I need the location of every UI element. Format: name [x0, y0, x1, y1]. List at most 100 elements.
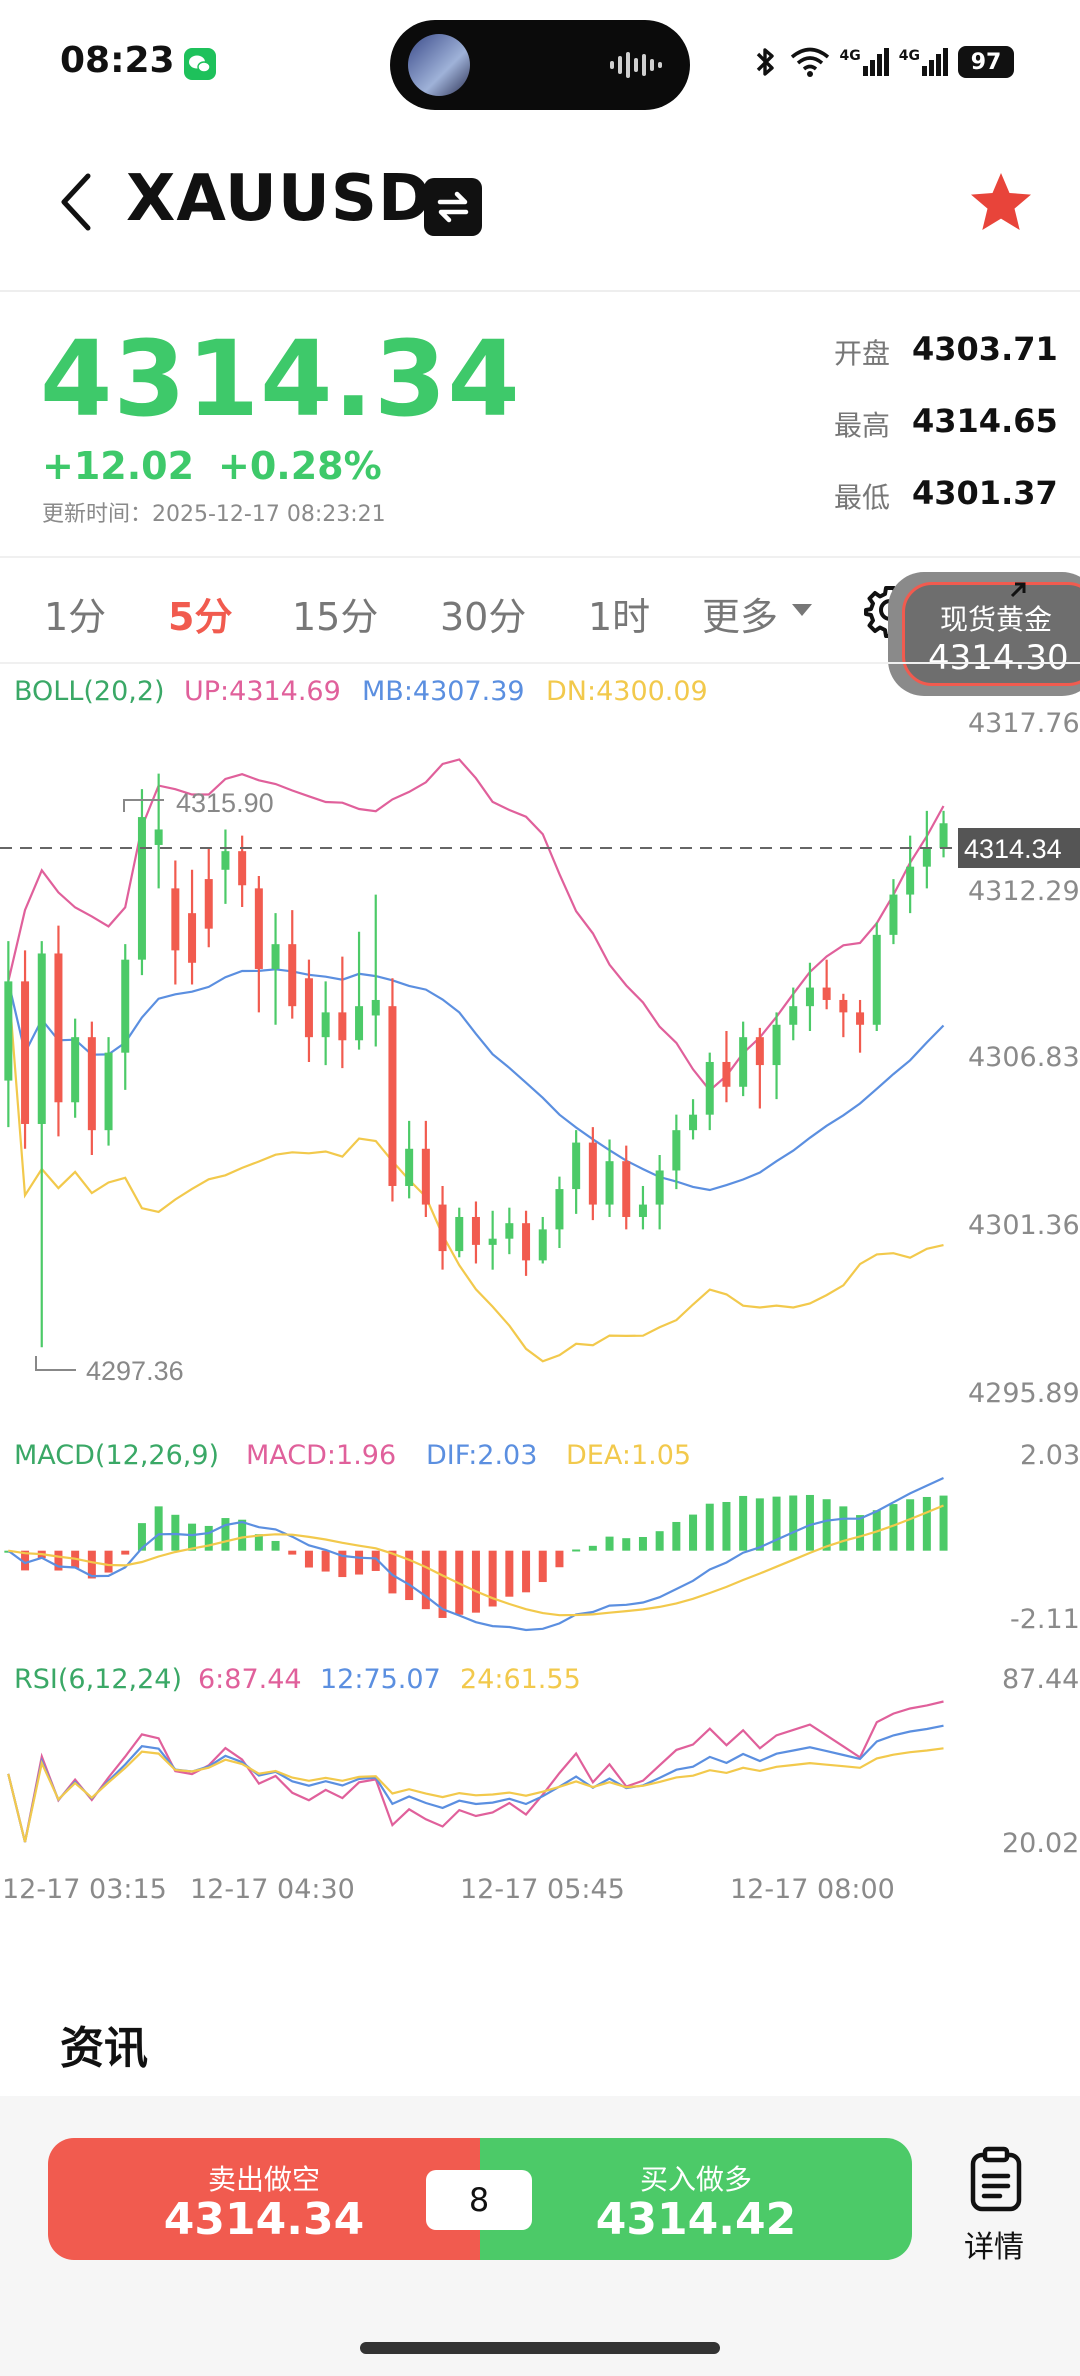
- news-section-title: 资讯: [60, 2023, 148, 2074]
- buy-label: 买入做多: [639, 2163, 752, 2196]
- status-icons: 4G 4G 97: [752, 42, 1014, 82]
- sell-short-button[interactable]: 卖出做空 4314.34: [48, 2138, 480, 2260]
- macd-histogram-bar: [906, 1499, 915, 1551]
- kline-chart[interactable]: 4314.34 4315.90 4297.36: [0, 664, 1080, 1904]
- boll-dn: DN:4300.09: [546, 676, 708, 707]
- high-label: 最高: [834, 409, 891, 442]
- dropdown-arrow-icon[interactable]: [790, 602, 814, 618]
- candle-body: [137, 817, 146, 960]
- candle-body: [321, 1012, 330, 1038]
- tab-1h[interactable]: 1时: [588, 595, 651, 639]
- macd-histogram-bar: [204, 1525, 213, 1551]
- macd-histogram-bar: [889, 1504, 898, 1551]
- candle-body: [655, 1170, 664, 1205]
- macd-histogram-bar: [856, 1515, 865, 1551]
- macd-histogram-bar: [755, 1498, 764, 1551]
- dynamic-island[interactable]: [390, 20, 690, 110]
- macd-histogram-bar: [171, 1514, 180, 1551]
- candle-body: [154, 829, 163, 845]
- tab-5m[interactable]: 5分: [168, 595, 233, 639]
- candle-body: [856, 1012, 865, 1025]
- macd-histogram-bar: [321, 1550, 330, 1572]
- boll-mb: MB:4307.39: [362, 676, 525, 707]
- candle-body: [922, 848, 931, 867]
- current-price-tag: [958, 828, 1080, 868]
- min-marker-line: [35, 1356, 76, 1371]
- macd-dea-line: [8, 1504, 944, 1617]
- home-indicator[interactable]: [360, 2342, 720, 2354]
- macd-histogram-bar: [822, 1499, 831, 1551]
- buy-price: 4314.42: [595, 2194, 797, 2245]
- switch-symbol-icon[interactable]: [424, 178, 482, 236]
- macd-histogram-bar: [622, 1538, 631, 1551]
- macd-histogram-bar: [572, 1549, 581, 1552]
- macd-histogram-bar: [21, 1550, 30, 1571]
- tab-more[interactable]: 更多: [702, 595, 779, 639]
- spread-value: 8: [426, 2170, 532, 2230]
- candle-body: [538, 1229, 547, 1261]
- macd-histogram-bar: [672, 1521, 681, 1551]
- time-axis-label: 12-17 08:00: [730, 1874, 895, 1905]
- macd-histogram-bar: [188, 1523, 197, 1551]
- macd-histogram-bar: [538, 1550, 547, 1583]
- macd-value: MACD:1.96: [246, 1440, 397, 1471]
- expand-arrow-icon[interactable]: [1006, 580, 1028, 602]
- back-icon[interactable]: [56, 172, 96, 232]
- candle-body: [405, 1148, 414, 1186]
- tab-15m[interactable]: 15分: [292, 595, 379, 639]
- candle-body: [705, 1061, 714, 1115]
- floating-price-badge[interactable]: 现货黄金 4314.30: [888, 572, 1080, 696]
- macd-axis-top: 2.03: [1020, 1440, 1080, 1471]
- rsi-6-line: [7, 1700, 944, 1843]
- macd-histogram-bar: [505, 1550, 514, 1597]
- open-value: 4303.71: [912, 330, 1058, 368]
- candle-body: [104, 1052, 113, 1131]
- macd-histogram-bar: [805, 1494, 814, 1551]
- candle-body: [221, 851, 230, 870]
- price-change: +12.02: [42, 444, 195, 488]
- network-type-label: 4G: [839, 48, 861, 64]
- sell-price: 4314.34: [163, 2194, 365, 2245]
- macd-dif-line: [7, 1476, 944, 1632]
- macd-histogram-bar: [355, 1550, 364, 1575]
- current-price-tag-text: 4314.34: [964, 834, 1062, 864]
- details-label[interactable]: 详情: [964, 2230, 1024, 2265]
- status-time: 08:23: [60, 40, 175, 81]
- candle-body: [939, 823, 948, 849]
- badge-instrument-name: 现货黄金: [940, 603, 1053, 636]
- candle-body: [338, 1012, 347, 1041]
- max-marker-line: [123, 799, 164, 812]
- macd-histogram-bar: [605, 1536, 614, 1551]
- macd-histogram-bar: [438, 1550, 447, 1618]
- candle-body: [755, 1037, 764, 1066]
- candle-body: [438, 1204, 447, 1252]
- tab-30m[interactable]: 30分: [440, 595, 527, 639]
- macd-histogram-bar: [104, 1550, 113, 1573]
- macd-histogram-bar: [121, 1550, 130, 1555]
- cellular-signal-1: 4G: [840, 48, 889, 76]
- details-clipboard-icon[interactable]: [968, 2146, 1024, 2212]
- macd-histogram-bar: [304, 1550, 313, 1568]
- last-price: 4314.34: [40, 318, 521, 440]
- macd-histogram-bar: [839, 1506, 848, 1551]
- candle-body: [171, 888, 180, 951]
- candle-body: [71, 1037, 80, 1103]
- boll-up: UP:4314.69: [184, 676, 341, 707]
- macd-histogram-bar: [54, 1550, 63, 1571]
- candle-body: [839, 999, 848, 1013]
- price-axis-label: 4312.29: [968, 876, 1080, 907]
- candle-body: [455, 1216, 464, 1252]
- wifi-icon: [790, 47, 829, 77]
- rsi-12: 12:75.07: [320, 1664, 441, 1695]
- candle-body: [121, 959, 130, 1053]
- price-axis-label: 4295.89: [968, 1378, 1080, 1409]
- favorite-star-icon[interactable]: [968, 170, 1034, 236]
- tab-1m[interactable]: 1分: [44, 595, 107, 639]
- rsi-24-line: [7, 1747, 944, 1843]
- waveform-icon: [610, 52, 662, 78]
- candle-body: [772, 1024, 781, 1066]
- candle-body: [304, 978, 313, 1038]
- candle-body: [288, 944, 297, 1007]
- buy-long-button[interactable]: 买入做多 4314.42: [480, 2138, 912, 2260]
- candle-body: [254, 888, 263, 969]
